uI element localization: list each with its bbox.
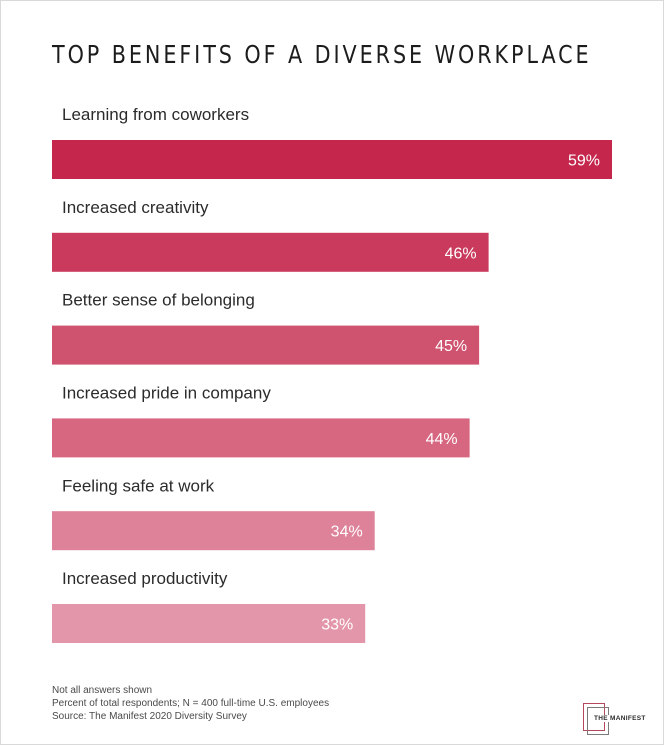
chart-notes: Not all answers shown Percent of total r… bbox=[52, 684, 329, 723]
chart-title: TOP BENEFITS OF A DIVERSE WORKPLACE bbox=[52, 40, 592, 69]
value-label: 59% bbox=[568, 153, 600, 170]
category-label: Feeling safe at work bbox=[62, 476, 215, 495]
value-label: 45% bbox=[435, 338, 467, 355]
category-label: Increased creativity bbox=[62, 198, 209, 217]
category-label: Increased pride in company bbox=[62, 384, 271, 403]
note-not-all-answers: Not all answers shown bbox=[52, 685, 153, 696]
bar bbox=[52, 325, 480, 365]
bar bbox=[52, 232, 489, 272]
bar bbox=[52, 604, 366, 643]
value-label: 46% bbox=[445, 245, 477, 262]
logo-text: THE MANIFEST bbox=[593, 715, 647, 722]
category-label: Learning from coworkers bbox=[62, 105, 249, 124]
category-label: Increased productivity bbox=[62, 569, 228, 588]
manifest-logo: THE MANIFEST bbox=[583, 703, 647, 735]
bar bbox=[52, 140, 612, 179]
note-respondents: Percent of total respondents; N = 400 fu… bbox=[52, 698, 330, 709]
value-label: 34% bbox=[331, 524, 363, 541]
category-label: Better sense of belonging bbox=[62, 291, 255, 310]
bar bbox=[52, 511, 375, 551]
note-source: Source: The Manifest 2020 Diversity Surv… bbox=[52, 711, 247, 722]
bar-chart: Learning from coworkers 59% Increased crea… bbox=[52, 105, 612, 643]
bar bbox=[52, 418, 470, 458]
value-label: 44% bbox=[426, 431, 458, 448]
value-label: 33% bbox=[321, 617, 353, 634]
